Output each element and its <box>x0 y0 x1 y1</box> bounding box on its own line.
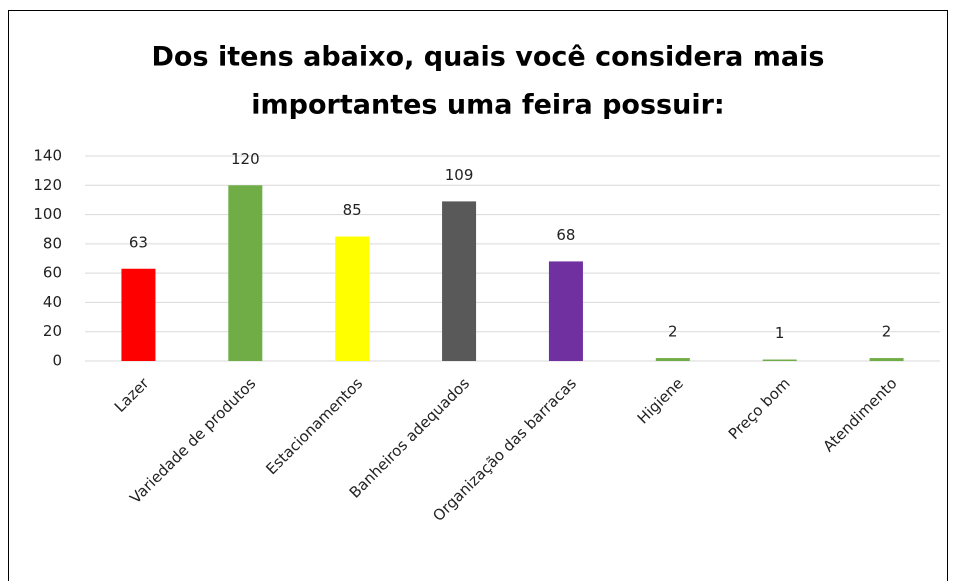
y-tick-label: 20 <box>43 322 62 340</box>
data-label: 120 <box>231 150 260 168</box>
bar <box>655 358 690 361</box>
y-tick-label: 80 <box>43 234 62 252</box>
y-tick-label: 0 <box>52 352 62 370</box>
chart-title: Dos itens abaixo, quais você considera m… <box>152 42 825 73</box>
bar <box>869 358 904 361</box>
data-label: 109 <box>445 166 474 184</box>
bar <box>442 201 477 361</box>
data-label: 1 <box>775 324 785 342</box>
bar <box>762 359 797 361</box>
chart-frame <box>8 10 948 581</box>
y-tick-label: 140 <box>33 147 62 165</box>
data-label: 2 <box>882 323 892 341</box>
y-tick-label: 100 <box>33 205 62 223</box>
bar <box>335 236 370 361</box>
data-label: 68 <box>556 226 575 244</box>
data-label: 85 <box>343 201 362 219</box>
y-tick-label: 60 <box>43 264 62 282</box>
bar <box>121 268 156 361</box>
y-tick-label: 120 <box>33 176 62 194</box>
chart-title: importantes uma feira possuir: <box>251 90 724 121</box>
data-label: 63 <box>129 233 148 251</box>
data-label: 2 <box>668 323 678 341</box>
y-tick-label: 40 <box>43 293 62 311</box>
bar <box>228 185 263 361</box>
bar <box>548 261 583 361</box>
